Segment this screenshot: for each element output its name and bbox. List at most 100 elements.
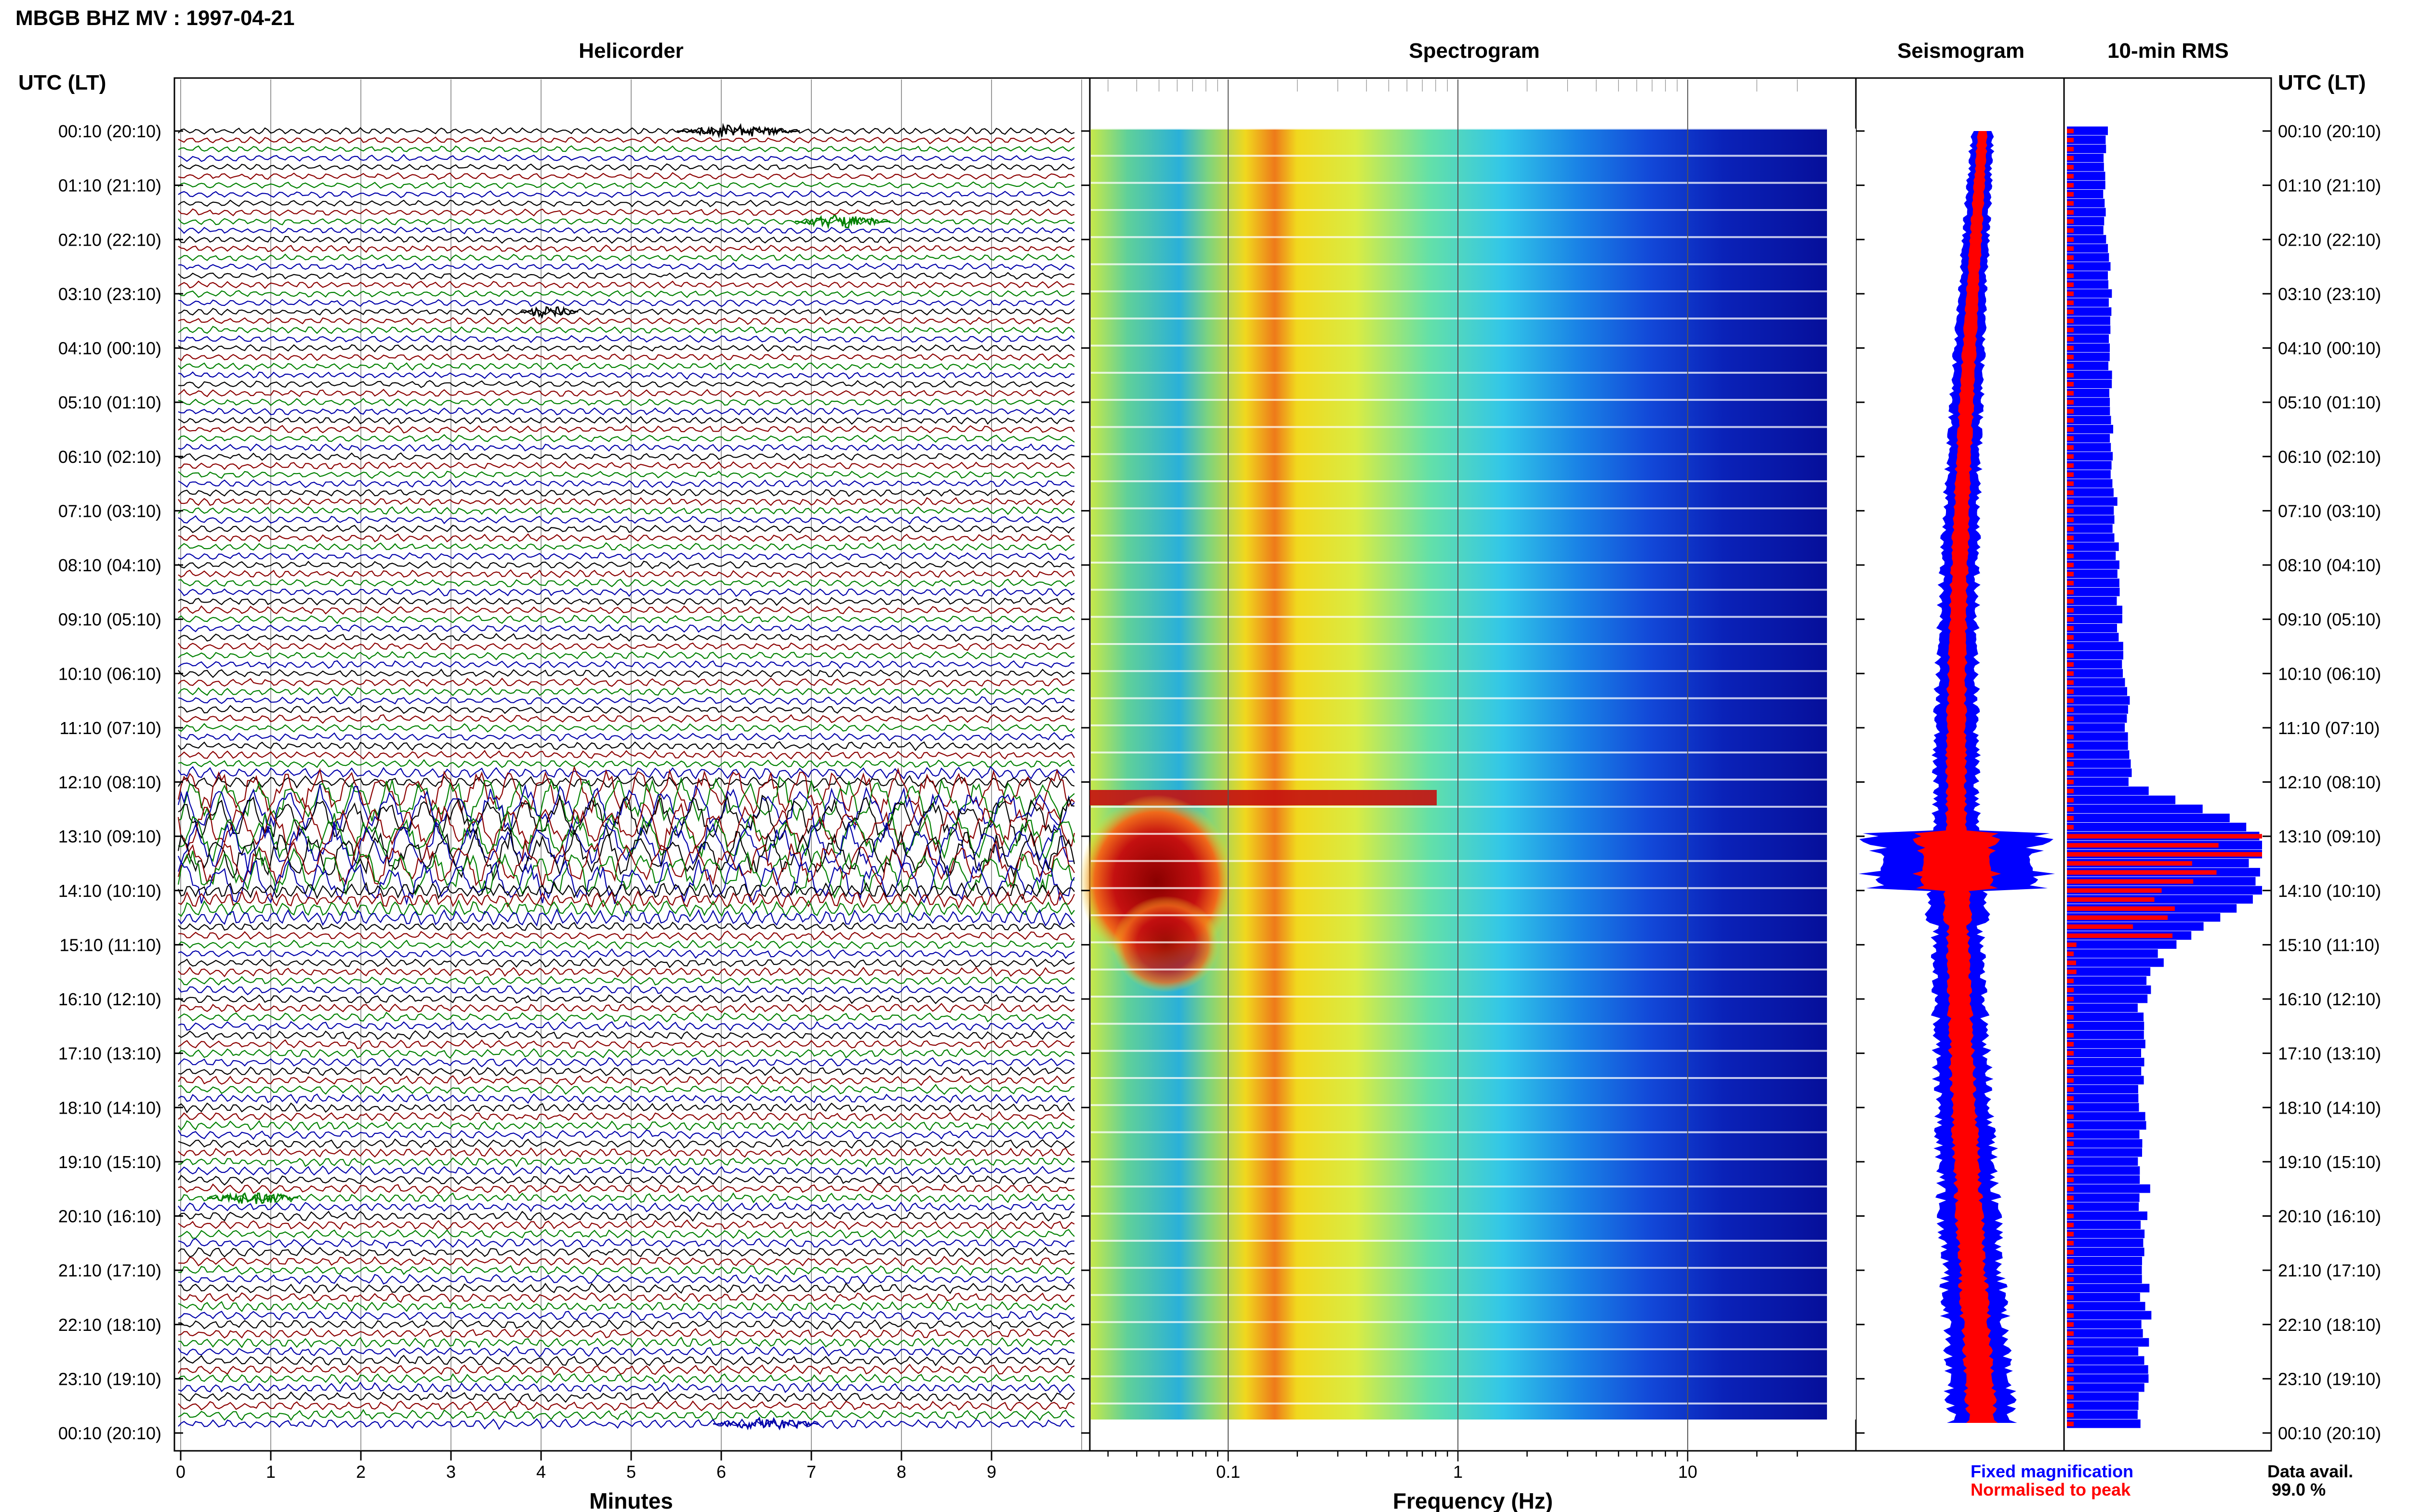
helicorder-trace-row: [178, 163, 1075, 171]
right-time-tick-label: 13:10 (09:10): [2278, 827, 2381, 846]
helicorder-trace-row: [178, 397, 1075, 407]
rms-fixed-bar: [2067, 1103, 2139, 1112]
helicorder-trace-row: [178, 452, 1075, 461]
rms-normalised-bar: [2067, 1033, 2074, 1038]
rms-fixed-bar: [2067, 1175, 2140, 1184]
minutes-axis-label: Minutes: [589, 1488, 673, 1512]
rms-normalised-bar: [2067, 653, 2074, 658]
rms-normalised-bar: [2067, 870, 2217, 875]
helicorder-trace-row: [178, 145, 1075, 153]
right-time-tick-label: 18:10 (14:10): [2278, 1098, 2381, 1118]
rms-title: 10-min RMS: [2107, 39, 2229, 63]
left-time-tick-label: 01:10 (21:10): [58, 176, 161, 196]
left-time-tick-label: 23:10 (19:10): [58, 1369, 161, 1389]
helicorder-trace-row: [178, 1310, 1075, 1321]
helicorder-trace-row: [178, 1364, 1075, 1376]
rms-normalised-bar: [2067, 255, 2074, 260]
helicorder-trace-row: [178, 1048, 1075, 1059]
rms-fixed-bar: [2067, 1410, 2138, 1419]
rms-fixed-bar: [2067, 1248, 2144, 1256]
right-time-tick-label: 23:10 (19:10): [2278, 1369, 2381, 1389]
legend-fixed-magnification: Fixed magnification: [1971, 1461, 2133, 1481]
rms-normalised-bar: [2067, 825, 2074, 830]
minute-tick-label: 7: [807, 1462, 816, 1482]
helicorder-trace-row: [178, 921, 1075, 932]
rms-fixed-bar: [2067, 624, 2117, 632]
helicorder-trace-row: [178, 908, 1075, 927]
figure-title: MBGB BHZ MV : 1997-04-21: [15, 6, 294, 30]
helicorder-trace-row: [178, 1400, 1075, 1412]
left-time-axis-label: UTC (LT): [18, 71, 106, 94]
rms-normalised-bar: [2067, 490, 2074, 495]
helicorder-trace-row: [178, 533, 1075, 543]
helicorder-trace-row: [178, 479, 1075, 488]
helicorder-trace-row: [178, 1066, 1075, 1077]
helicorder-event: [676, 123, 800, 139]
rms-normalised-bar: [2067, 156, 2074, 161]
rms-normalised-bar: [2067, 843, 2219, 848]
rms-normalised-bar: [2067, 1014, 2074, 1020]
helicorder-trace-row: [178, 1057, 1075, 1067]
rms-normalised-bar: [2067, 409, 2074, 414]
spectrogram-heatmap: [1079, 128, 1856, 1420]
rms-normalised-bar: [2067, 445, 2074, 450]
rms-normalised-bar: [2067, 381, 2074, 387]
rms-normalised-bar: [2067, 526, 2074, 531]
seismogram-normalised-envelope: [1912, 131, 2001, 1423]
helicorder-trace-row: [178, 1264, 1075, 1276]
rms-normalised-bar: [2067, 472, 2074, 477]
rms-fixed-bar: [2067, 407, 2110, 416]
helicorder-trace-row: [178, 1354, 1075, 1367]
helicorder-trace-row: [178, 488, 1075, 497]
helicorder-trace-row: [178, 1021, 1075, 1031]
rms-fixed-bar: [2067, 380, 2112, 388]
rms-fixed-bar: [2067, 533, 2115, 542]
rms-normalised-bar: [2067, 192, 2074, 197]
rms-fixed-bar: [2067, 352, 2110, 361]
rms-fixed-bar: [2067, 271, 2108, 280]
helicorder-trace-row: [177, 846, 1075, 899]
helicorder-trace-row: [178, 985, 1075, 996]
rms-fixed-bar: [2067, 190, 2104, 198]
rms-fixed-bar: [2067, 1229, 2145, 1238]
helicorder-trace-row: [178, 1084, 1075, 1095]
rms-normalised-bar: [2067, 1259, 2074, 1264]
helicorder-trace-row: [178, 1319, 1075, 1330]
rms-normalised-bar: [2067, 1078, 2074, 1083]
rms-fixed-bar: [2067, 1392, 2139, 1401]
rms-normalised-bar: [2067, 1340, 2074, 1345]
helicorder-trace-row: [178, 759, 1075, 769]
left-time-tick-label: 06:10 (02:10): [58, 447, 161, 467]
left-time-tick-label: 16:10 (12:10): [58, 989, 161, 1009]
minute-tick-label: 4: [536, 1462, 546, 1482]
rms-fixed-bar: [2067, 642, 2123, 651]
rms-fixed-bar: [2067, 777, 2129, 786]
rms-fixed-bar: [2067, 705, 2128, 714]
right-time-axis-label: UTC (LT): [2278, 71, 2366, 94]
helicorder-trace-row: [178, 226, 1075, 235]
left-time-tick-label: 10:10 (06:10): [58, 664, 161, 684]
rms-normalised-bar: [2067, 580, 2074, 586]
rms-fixed-bar: [2067, 316, 2110, 325]
left-time-tick-label: 00:10 (20:10): [58, 121, 161, 141]
rms-fixed-bar: [2067, 958, 2164, 967]
rms-normalised-bar: [2067, 1241, 2074, 1246]
rms-fixed-bar: [2067, 1049, 2141, 1058]
helicorder-trace-row: [178, 380, 1075, 389]
helicorder-trace-row: [178, 642, 1075, 651]
rms-normalised-bar: [2067, 210, 2074, 215]
rms-fixed-bar: [2067, 587, 2120, 596]
left-time-tick-label: 22:10 (18:10): [58, 1315, 161, 1335]
rms-fixed-bar: [2067, 795, 2176, 804]
rms-fixed-bar: [2067, 1021, 2144, 1030]
rms-normalised-bar: [2067, 1051, 2074, 1056]
helicorder-trace-row: [178, 343, 1075, 353]
rms-normalised-bar: [2067, 1024, 2074, 1029]
rms-normalised-bar: [2067, 1006, 2074, 1011]
helicorder-trace-row: [178, 966, 1075, 978]
rms-normalised-bar: [2067, 1159, 2074, 1164]
helicorder-trace-row: [178, 651, 1075, 660]
left-time-tick-label: 12:10 (08:10): [58, 773, 161, 792]
rms-normalised-bar: [2067, 689, 2074, 694]
rms-normalised-bar: [2067, 815, 2074, 821]
